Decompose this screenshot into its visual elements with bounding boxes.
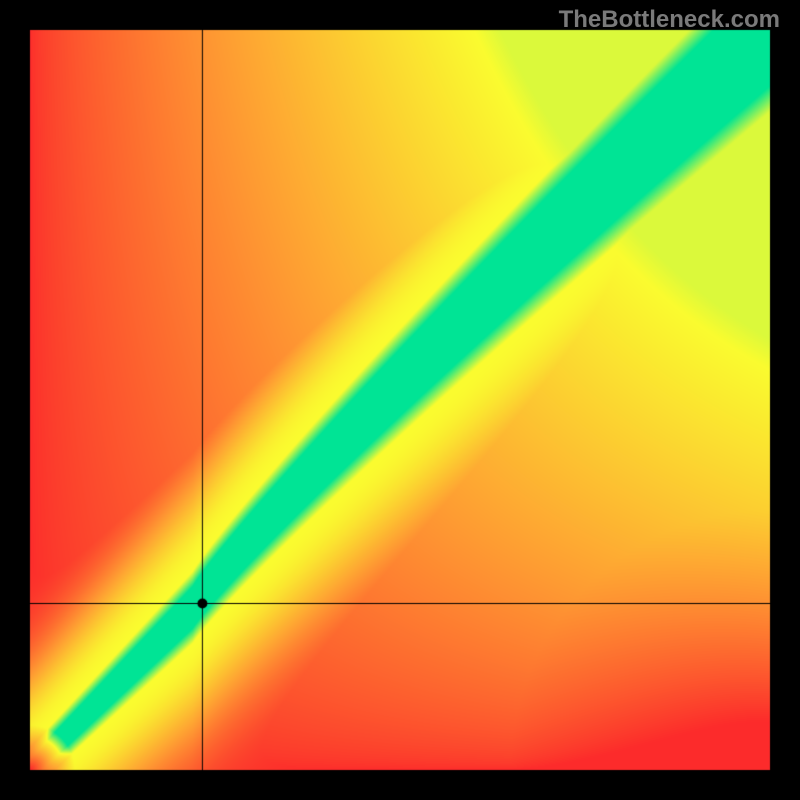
heatmap-canvas	[0, 0, 800, 800]
chart-container: TheBottleneck.com	[0, 0, 800, 800]
watermark-text: TheBottleneck.com	[559, 6, 780, 34]
